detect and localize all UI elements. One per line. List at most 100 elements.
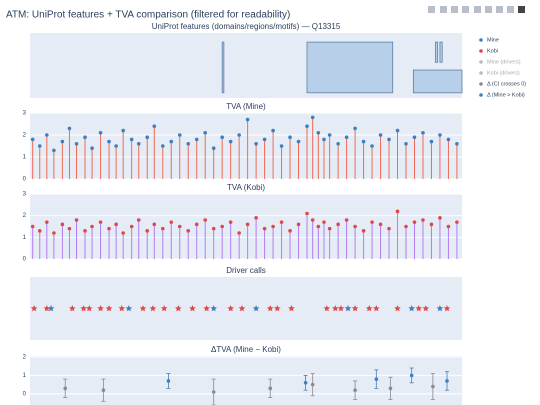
driver-star <box>443 305 451 312</box>
modebar <box>428 6 525 13</box>
marker <box>160 226 165 231</box>
modebar-button[interactable] <box>474 6 481 13</box>
modebar-button[interactable] <box>451 6 458 13</box>
marker <box>121 231 125 235</box>
marker <box>67 226 72 231</box>
modebar-button[interactable] <box>440 6 447 13</box>
y-tick-label: 2 <box>23 355 27 361</box>
driver-star <box>105 305 113 312</box>
plot-area <box>221 41 463 94</box>
driver-star <box>125 305 133 312</box>
marker <box>429 139 434 144</box>
marker <box>114 222 118 227</box>
marker <box>194 222 199 227</box>
driver-star <box>288 305 295 312</box>
marker <box>361 229 366 233</box>
marker <box>344 135 349 139</box>
marker <box>310 115 315 120</box>
marker <box>60 139 65 144</box>
modebar-button[interactable] <box>428 6 435 13</box>
y-tick-label: 1 <box>23 155 27 161</box>
marker <box>166 379 171 383</box>
y-tick-label: 3 <box>23 192 27 198</box>
marker <box>203 218 208 222</box>
driver-star <box>175 305 182 312</box>
marker <box>438 133 442 137</box>
marker <box>353 388 357 393</box>
subplot-title: TVA (Kobi) <box>227 183 265 192</box>
marker <box>45 133 49 137</box>
driver-star <box>323 305 331 312</box>
marker <box>288 135 292 139</box>
marker <box>446 224 451 229</box>
marker <box>279 220 284 224</box>
feature <box>439 41 443 63</box>
modebar-button[interactable] <box>485 6 492 13</box>
marker <box>45 220 49 224</box>
driver-star <box>227 305 234 312</box>
marker <box>296 139 301 144</box>
driver-star <box>373 305 380 312</box>
marker <box>194 137 199 142</box>
driver-star <box>30 305 38 312</box>
marker <box>296 222 301 227</box>
marker <box>211 226 216 231</box>
legend-symbol <box>479 38 483 42</box>
marker <box>438 216 442 220</box>
marker <box>169 139 174 144</box>
marker <box>74 218 79 222</box>
driver-star <box>149 305 157 312</box>
marker <box>279 144 284 148</box>
driver-star <box>43 305 51 312</box>
plot-area <box>63 367 450 405</box>
marker <box>353 126 357 131</box>
marker <box>203 131 208 135</box>
marker <box>268 386 273 391</box>
marker <box>90 146 94 150</box>
marker <box>30 137 35 142</box>
subplot-title: TVA (Mine) <box>226 102 266 111</box>
marker <box>404 142 408 146</box>
modebar-button[interactable] <box>496 6 503 13</box>
driver-star <box>436 305 444 312</box>
legend-label: Δ (CI crosses 0) <box>487 81 526 87</box>
legend-symbol <box>479 71 483 75</box>
marker <box>254 216 258 220</box>
modebar-button[interactable] <box>462 6 469 13</box>
marker <box>74 142 79 146</box>
marker <box>107 226 111 231</box>
marker <box>327 226 332 231</box>
marker <box>152 222 157 227</box>
marker <box>60 222 65 227</box>
marker <box>129 224 134 229</box>
driver-star <box>274 305 281 312</box>
marker <box>378 222 383 227</box>
marker <box>455 220 459 224</box>
marker <box>421 131 425 135</box>
marker <box>52 148 56 153</box>
marker <box>37 144 42 148</box>
marker <box>145 229 150 233</box>
modebar-button[interactable] <box>507 6 514 13</box>
subplot-title: UniProt features (domains/regions/motifs… <box>152 22 341 31</box>
marker <box>67 126 72 131</box>
legend-label: Mine <box>487 37 499 43</box>
driver-star <box>422 305 430 312</box>
marker <box>370 220 374 224</box>
marker <box>114 144 118 148</box>
marker <box>395 209 400 214</box>
marker <box>336 142 340 146</box>
marker <box>98 131 103 135</box>
marker <box>177 133 182 137</box>
marker <box>262 226 267 231</box>
marker <box>186 229 191 233</box>
y-tick-label: 0 <box>23 177 27 183</box>
marker <box>288 229 292 233</box>
marker <box>245 117 250 122</box>
marker <box>322 137 326 142</box>
legend-label: Δ (Mine > Kobi) <box>487 92 525 98</box>
plot-area <box>30 209 459 259</box>
driver-star <box>252 305 260 312</box>
y-tick-label: 0 <box>23 257 27 263</box>
modebar-logo[interactable] <box>518 6 525 13</box>
